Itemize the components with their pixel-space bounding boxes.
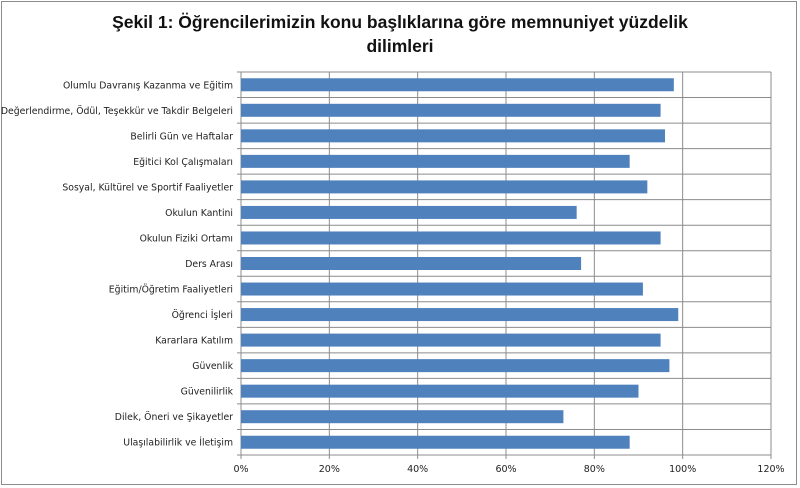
x-tick-label: 60%	[495, 464, 516, 475]
bar	[241, 103, 661, 117]
x-tick-label: 20%	[319, 464, 340, 475]
category-label: Ders Arası	[185, 259, 233, 270]
category-label: Güvenilirlik	[181, 387, 234, 398]
category-label: Belirli Gün ve Haftalar	[130, 131, 233, 142]
category-label: Kararlara Katılım	[155, 336, 233, 347]
category-label: Güvenlik	[192, 361, 233, 372]
category-label: Okulun Kantini	[165, 208, 233, 219]
x-tick-label: 80%	[584, 464, 605, 475]
bar	[241, 205, 577, 219]
chart-title-line2: dilimleri	[366, 36, 434, 56]
bar	[241, 78, 674, 92]
bar	[241, 333, 661, 347]
category-label: Eğitici Kol Çalışmaları	[133, 157, 233, 168]
x-tick-label: 120%	[757, 464, 784, 475]
chart-title-line1: Şekil 1: Öğrencilerimizin konu başlıklar…	[112, 12, 688, 32]
bar	[241, 308, 679, 322]
bar	[241, 231, 661, 245]
bar	[241, 359, 670, 373]
category-label: Sosyal, Kültürel ve Sportif Faaliyetler	[62, 182, 233, 193]
bar	[241, 180, 648, 194]
category-label: Eğitim/Öğretim Faaliyetleri	[109, 285, 233, 296]
category-label: Değerlendirme, Ödül, Teşekkür ve Takdir …	[1, 106, 233, 117]
category-label: Ulaşılabilirlik ve İletişim	[123, 438, 233, 449]
chart-title: Şekil 1: Öğrencilerimizin konu başlıklar…	[0, 10, 800, 58]
bar	[241, 129, 665, 143]
category-label: Okulun Fiziki Ortamı	[140, 233, 233, 244]
x-tick-label: 0%	[233, 464, 248, 475]
category-label: Dilek, Öneri ve Şikayetler	[115, 412, 233, 423]
bar	[241, 435, 630, 449]
x-tick-label: 40%	[407, 464, 428, 475]
bar	[241, 384, 639, 398]
category-label: Öğrenci İşleri	[172, 310, 233, 321]
bar	[241, 410, 564, 424]
bar	[241, 257, 582, 270]
bar	[241, 154, 630, 168]
bar	[241, 282, 643, 296]
category-label: Olumlu Davranış Kazanma ve Eğitim	[63, 80, 233, 91]
x-tick-label: 100%	[669, 464, 696, 475]
